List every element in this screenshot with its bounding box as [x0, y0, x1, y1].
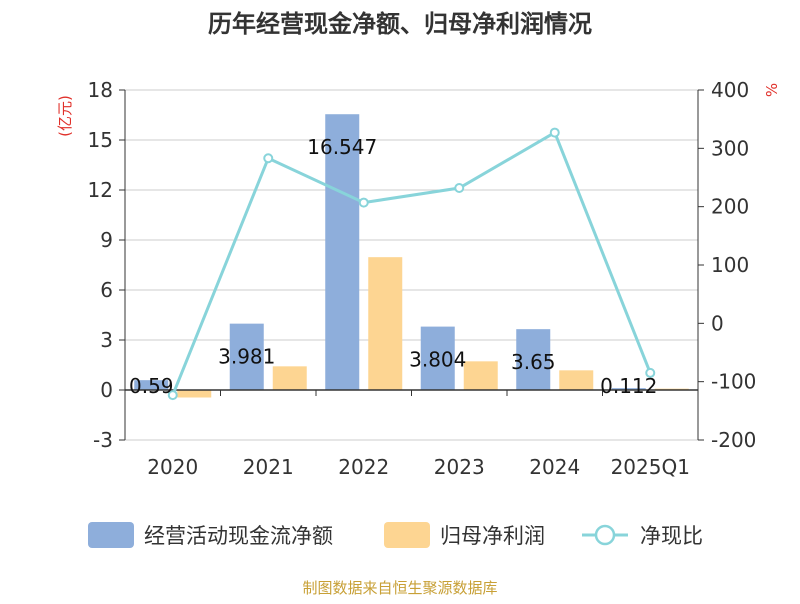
- legend-swatch: [384, 522, 430, 548]
- y-right-tick-label: -200: [711, 428, 756, 452]
- y-right-tick-label: 200: [711, 195, 749, 219]
- left-axis-unit: (亿元): [56, 95, 74, 137]
- y-right-tick-label: -100: [711, 370, 756, 394]
- y-left-tick-label: 3: [100, 328, 113, 352]
- bars: [134, 114, 689, 398]
- y-right-tick-label: 100: [711, 253, 749, 277]
- chart-title: 历年经营现金净额、归母净利润情况: [208, 10, 592, 38]
- x-tick-label: 2024: [529, 455, 580, 479]
- x-tick-label: 2020: [147, 455, 198, 479]
- bar-data-label: 16.547: [307, 135, 377, 159]
- bar-data-label: 3.65: [511, 350, 556, 374]
- y-left-tick-label: 9: [100, 228, 113, 252]
- y-left-tick-label: 0: [100, 378, 113, 402]
- source-note: 制图数据来自恒生聚源数据库: [302, 579, 497, 597]
- y-left-tick-label: 12: [88, 178, 113, 202]
- bar: [420, 326, 455, 390]
- line-path: [171, 130, 652, 396]
- right-axis-unit: %: [763, 83, 781, 97]
- y-left-tick-label: 6: [100, 278, 113, 302]
- legend-label: 经营活动现金流净额: [144, 524, 333, 548]
- bar: [272, 366, 307, 390]
- legend-label: 归母净利润: [440, 524, 545, 548]
- x-tick-label: 2022: [338, 455, 389, 479]
- y-right-tick-label: 0: [711, 311, 724, 335]
- line-point: [358, 197, 369, 208]
- y-left-tick-label: 15: [88, 128, 113, 152]
- x-tick-label: 2023: [434, 455, 485, 479]
- legend: 经营活动现金流净额 归母净利润 净现比: [88, 522, 703, 548]
- bar: [463, 361, 498, 390]
- x-tick-label: 2025Q1: [611, 455, 690, 479]
- bar-data-label: 0.112: [600, 374, 657, 398]
- y-left-tick-label: -3: [93, 428, 113, 452]
- line-point: [549, 127, 560, 138]
- x-tick-label: 2021: [243, 455, 294, 479]
- bar: [325, 114, 360, 390]
- y-left-tick-label: 18: [88, 78, 113, 102]
- bar: [559, 370, 594, 390]
- y-right-tick-label: 400: [711, 78, 749, 102]
- bar: [611, 388, 646, 390]
- bar: [229, 323, 264, 390]
- line-point: [454, 183, 465, 193]
- legend-marker: [594, 524, 616, 546]
- ratio-line: [167, 127, 656, 401]
- bar: [368, 257, 403, 390]
- line-point: [645, 367, 656, 378]
- bar-data-label: 3.981: [218, 345, 275, 369]
- data-labels: 0.59 3.981 16.547 3.804 3.65 0.112: [129, 135, 657, 398]
- bar-data-label: 3.804: [409, 348, 466, 372]
- line-point: [263, 153, 274, 164]
- y-right-tick-label: 300: [711, 136, 749, 160]
- axes: 18 15 12 9 6 3 0 -3 400 300 200 100 0 -100 -200 2020 202…: [88, 78, 757, 479]
- legend-swatch: [88, 522, 134, 548]
- legend-label: 净现比: [640, 524, 703, 548]
- bar-data-label: 0.59: [129, 374, 174, 398]
- bar: [177, 390, 212, 398]
- bar: [134, 380, 169, 390]
- bar: [516, 329, 551, 390]
- line-point: [167, 390, 178, 401]
